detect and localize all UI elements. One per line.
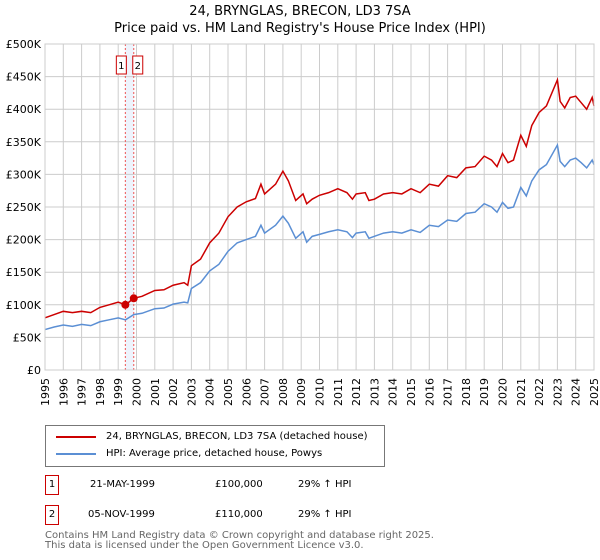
sale-annotation-label: 2: [135, 61, 141, 72]
x-tick-label: 2018: [460, 378, 473, 406]
footer: Contains HM Land Registry data © Crown c…: [45, 531, 434, 551]
x-tick-label: 1997: [76, 378, 89, 406]
legend-label-hpi: HPI: Average price, detached house, Powy…: [106, 448, 323, 459]
x-tick-label: 2001: [149, 378, 162, 406]
x-tick-label: 2021: [515, 378, 528, 406]
x-tick-label: 2014: [387, 378, 400, 406]
footer-line-1: Contains HM Land Registry data © Crown c…: [45, 530, 434, 541]
y-tick-label: £0: [27, 364, 41, 377]
chart-title: 24, BRYNGLAS, BRECON, LD3 7SA: [189, 4, 411, 19]
sale-marker-badge: 1: [45, 475, 59, 495]
x-tick-label: 2017: [442, 378, 455, 406]
x-tick-label: 2013: [368, 378, 381, 406]
y-tick-label: £200K: [6, 234, 42, 247]
sale-point: [121, 300, 130, 309]
sale-point: [129, 294, 138, 303]
sale-date: 21-MAY-1999: [90, 479, 156, 490]
hpi-series-line: [44, 142, 595, 331]
y-tick-label: £100K: [6, 299, 42, 312]
x-tick-label: 1996: [57, 378, 70, 406]
x-tick-label: 2006: [240, 378, 253, 406]
sale-date: 05-NOV-1999: [88, 509, 155, 520]
sale-hpi: 29% ↑ HPI: [298, 509, 352, 520]
sale-price: £110,000: [215, 509, 263, 520]
x-tick-label: 2008: [277, 378, 290, 406]
x-tick-label: 2022: [533, 378, 546, 406]
x-tick-label: 2002: [167, 378, 180, 406]
sale-annotation-box: [132, 55, 144, 75]
y-tick-label: £300K: [6, 168, 42, 181]
sale-annotation-label: 1: [118, 61, 124, 72]
x-tick-label: 2000: [131, 378, 144, 406]
y-tick-label: £350K: [6, 136, 42, 149]
property-series-line: [44, 76, 595, 319]
plot-frame: [44, 43, 595, 371]
x-tick-label: 2005: [222, 378, 235, 406]
x-tick-label: 2024: [570, 378, 583, 406]
x-tick-label: 2011: [332, 378, 345, 406]
x-tick-label: 2004: [204, 378, 217, 406]
x-tick-label: 2012: [350, 378, 363, 406]
x-tick-label: 2015: [405, 378, 418, 406]
x-tick-label: 2007: [259, 378, 272, 406]
x-tick-label: 2023: [551, 378, 564, 406]
y-tick-label: £50K: [13, 331, 42, 344]
legend-red-line: [56, 435, 96, 438]
x-tick-label: 2003: [185, 378, 198, 406]
x-tick-label: 1999: [112, 378, 125, 406]
sale-annotation-box: [115, 55, 127, 75]
sale-row: 1 21-MAY-1999 £100,000 29% ↑ HPI: [45, 475, 445, 495]
y-tick-label: £400K: [6, 103, 42, 116]
y-tick-label: £150K: [6, 266, 42, 279]
x-tick-label: 1998: [94, 378, 107, 406]
y-tick-label: £500K: [6, 38, 42, 51]
x-tick-label: 2020: [497, 378, 510, 406]
x-tick-label: 2025: [588, 378, 600, 406]
legend-label-property: 24, BRYNGLAS, BRECON, LD3 7SA (detached …: [106, 431, 368, 442]
chart-subtitle: Price paid vs. HM Land Registry's House …: [114, 21, 486, 36]
sale-price: £100,000: [215, 479, 263, 490]
y-tick-label: £250K: [6, 201, 42, 214]
legend: 24, BRYNGLAS, BRECON, LD3 7SA (detached …: [45, 425, 385, 467]
footer-line-2: This data is licensed under the Open Gov…: [45, 540, 364, 551]
sale-marker-badge: 2: [45, 505, 59, 525]
x-tick-label: 2019: [478, 378, 491, 406]
x-tick-label: 2016: [423, 378, 436, 406]
x-tick-label: 2009: [295, 378, 308, 406]
sale-hpi: 29% ↑ HPI: [298, 479, 352, 490]
chart-svg: £0 £50K £100K £150K £200K £250K £300K £350K £400…: [6, 38, 600, 406]
y-tick-label: £450K: [6, 71, 42, 84]
x-tick-label: 1995: [39, 378, 52, 406]
x-tick-label: 2010: [314, 378, 327, 406]
legend-blue-line: [56, 452, 96, 455]
sale-row: 2 05-NOV-1999 £110,000 29% ↑ HPI: [45, 505, 445, 525]
